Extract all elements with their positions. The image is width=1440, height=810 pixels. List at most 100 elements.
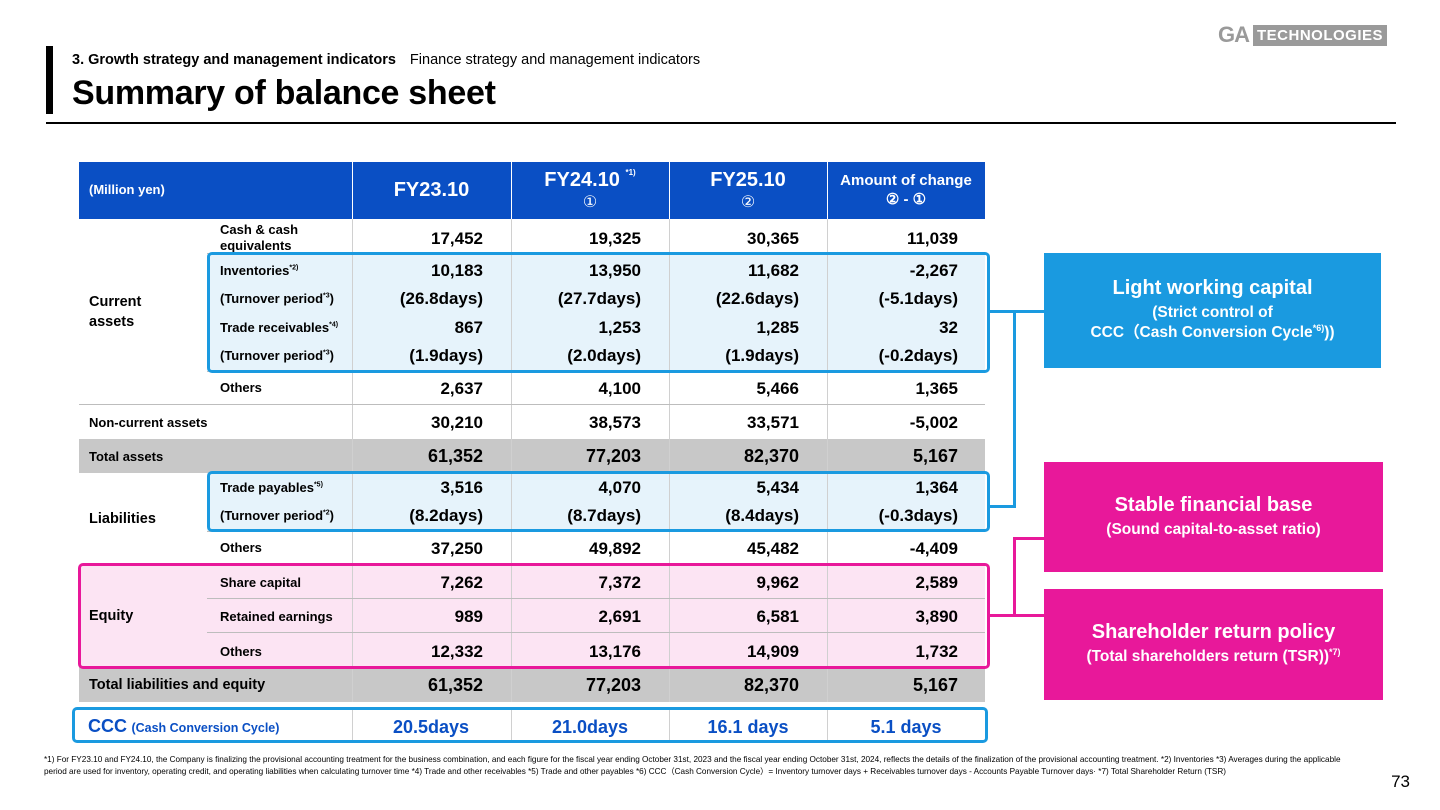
- cell-inventories-fy25: 11,682: [747, 261, 799, 280]
- cell-receivables-change: 32: [939, 318, 958, 337]
- cell-retained-fy23: 989: [454, 607, 483, 626]
- row-label-trade-receivables: Trade receivables*4): [220, 320, 339, 335]
- cell-total-le-fy24: 77,203: [585, 675, 641, 695]
- cell-li-others-fy24: 49,892: [589, 539, 641, 558]
- row-label-trade-payables: Trade payables*5): [220, 480, 323, 495]
- cell-inv-turnover-fy23: (26.8days): [399, 289, 483, 308]
- subsection-label: Finance strategy and management indicato…: [409, 52, 701, 68]
- cell-inventories-fy23: 10,183: [431, 261, 483, 280]
- row-label-ca-others: Others: [220, 380, 262, 395]
- cell-ca-others-change: 1,365: [915, 379, 958, 398]
- unit-label: (Million yen): [89, 182, 165, 198]
- col-header-change: Amount of change ② - ①: [840, 171, 972, 208]
- cell-pay-turnover-change: (-0.3days): [878, 506, 958, 525]
- row-label-inventories: Inventories*2): [220, 263, 299, 278]
- cell-share-capital-fy24: 7,372: [598, 573, 641, 592]
- cell-non-current-fy23: 30,210: [431, 413, 483, 432]
- cell-receivables-fy25: 1,285: [756, 318, 799, 337]
- cell-inv-turnover-change: (-5.1days): [878, 289, 958, 308]
- cell-total-le-fy25: 82,370: [743, 675, 799, 695]
- cell-payables-fy24: 4,070: [598, 478, 641, 497]
- callout-light-working-capital: Light working capital (Strict control of…: [1044, 253, 1381, 368]
- cell-pay-turnover-fy24: (8.7days): [567, 506, 641, 525]
- callout-stable-financial-base: Stable financial base (Sound capital-to-…: [1044, 462, 1383, 572]
- ccc-change: 5.1 days: [870, 717, 942, 737]
- col-header-fy23: FY23.10: [393, 179, 470, 201]
- row-label-li-others: Others: [220, 540, 262, 555]
- cell-ca-others-fy23: 2,637: [440, 379, 483, 398]
- cell-receivables-fy24: 1,253: [598, 318, 641, 337]
- cell-pay-turnover-fy23: (8.2days): [409, 506, 483, 525]
- row-label-rec-turnover: (Turnover period*3): [220, 348, 335, 363]
- cell-share-capital-fy25: 9,962: [756, 573, 799, 592]
- cell-inventories-change: -2,267: [909, 261, 958, 280]
- cell-non-current-fy24: 38,573: [589, 413, 641, 432]
- cell-retained-fy24: 2,691: [598, 607, 641, 626]
- working-capital-highlight: [207, 252, 990, 373]
- equity-highlight: [78, 563, 990, 669]
- cell-pay-turnover-fy25: (8.4days): [725, 506, 799, 525]
- row-label-share-capital: Share capital: [220, 575, 301, 590]
- cell-payables-fy25: 5,434: [756, 478, 799, 497]
- group-current-assets: Current assets: [89, 294, 142, 331]
- group-liabilities: Liabilities: [89, 511, 156, 527]
- ccc-label: CCC (Cash Conversion Cycle): [88, 716, 280, 736]
- section-breadcrumb: 3. Growth strategy and management indica…: [72, 52, 700, 68]
- cell-inventories-fy24: 13,950: [589, 261, 641, 280]
- cell-total-le-change: 5,167: [912, 675, 958, 695]
- cell-share-capital-change: 2,589: [915, 573, 958, 592]
- cell-cash-change: 11,039: [906, 229, 958, 248]
- cell-ca-others-fy25: 5,466: [756, 379, 799, 398]
- cell-inv-turnover-fy25: (22.6days): [715, 289, 799, 308]
- cell-retained-change: 3,890: [915, 607, 958, 626]
- cell-rec-turnover-change: (-0.2days): [878, 346, 958, 365]
- ccc-row: [72, 707, 988, 743]
- table-header: [79, 162, 985, 219]
- cell-eq-others-fy25: 14,909: [747, 642, 799, 661]
- ccc-fy24: 21.0days: [551, 717, 629, 737]
- ccc-fy23: 20.5days: [392, 717, 470, 737]
- page-number: 73: [1391, 772, 1410, 791]
- group-equity: Equity: [89, 608, 134, 624]
- cell-cash-fy23: 17,452: [431, 229, 483, 248]
- cell-receivables-fy23: 867: [454, 318, 483, 337]
- payables-highlight: [207, 471, 990, 532]
- row-label-non-current: Non-current assets: [89, 415, 208, 430]
- cell-eq-others-change: 1,732: [915, 642, 958, 661]
- page-title: Summary of balance sheet: [72, 74, 496, 112]
- cell-payables-change: 1,364: [915, 478, 958, 497]
- col-header-fy25: FY25.10 ②: [710, 169, 786, 211]
- cell-li-others-fy25: 45,482: [747, 539, 799, 558]
- cell-rec-turnover-fy24: (2.0days): [567, 346, 641, 365]
- cell-share-capital-fy23: 7,262: [440, 573, 483, 592]
- row-label-inv-turnover: (Turnover period*3): [220, 291, 335, 306]
- cell-total-assets-fy25: 82,370: [743, 446, 799, 466]
- logo-ga: GA: [1218, 22, 1250, 47]
- cell-non-current-change: -5,002: [909, 413, 958, 432]
- ccc-fy25: 16.1 days: [707, 717, 789, 737]
- row-label-retained: Retained earnings: [220, 609, 333, 624]
- section-label: 3. Growth strategy and management indica…: [72, 52, 396, 68]
- row-label-total-assets: Total assets: [89, 449, 164, 464]
- cell-cash-fy24: 19,325: [589, 229, 641, 248]
- row-label-pay-turnover: (Turnover period*2): [220, 508, 335, 523]
- cell-rec-turnover-fy25: (1.9days): [725, 346, 799, 365]
- cell-li-others-change: -4,409: [909, 539, 958, 558]
- callout-shareholder-return: Shareholder return policy (Total shareho…: [1044, 589, 1383, 700]
- col-header-fy24: FY24.10 *1) ①: [544, 168, 636, 211]
- cell-total-assets-fy23: 61,352: [427, 446, 483, 466]
- cell-rec-turnover-fy23: (1.9days): [409, 346, 483, 365]
- accent-bar: [46, 46, 53, 114]
- footnote: *1) For FY23.10 and FY24.10, the Company…: [44, 755, 1341, 776]
- cell-eq-others-fy23: 12,332: [431, 642, 483, 661]
- title-divider: [46, 122, 1396, 124]
- row-label-cash: Cash & cash equivalents: [220, 222, 299, 253]
- cell-eq-others-fy24: 13,176: [589, 642, 641, 661]
- cell-payables-fy23: 3,516: [440, 478, 483, 497]
- cell-li-others-fy23: 37,250: [431, 539, 483, 558]
- logo-technologies: TECHNOLOGIES: [1253, 24, 1388, 46]
- cell-total-assets-fy24: 77,203: [585, 446, 641, 466]
- row-label-eq-others: Others: [220, 644, 262, 659]
- cell-non-current-fy25: 33,571: [747, 413, 799, 432]
- cell-cash-fy25: 30,365: [747, 229, 799, 248]
